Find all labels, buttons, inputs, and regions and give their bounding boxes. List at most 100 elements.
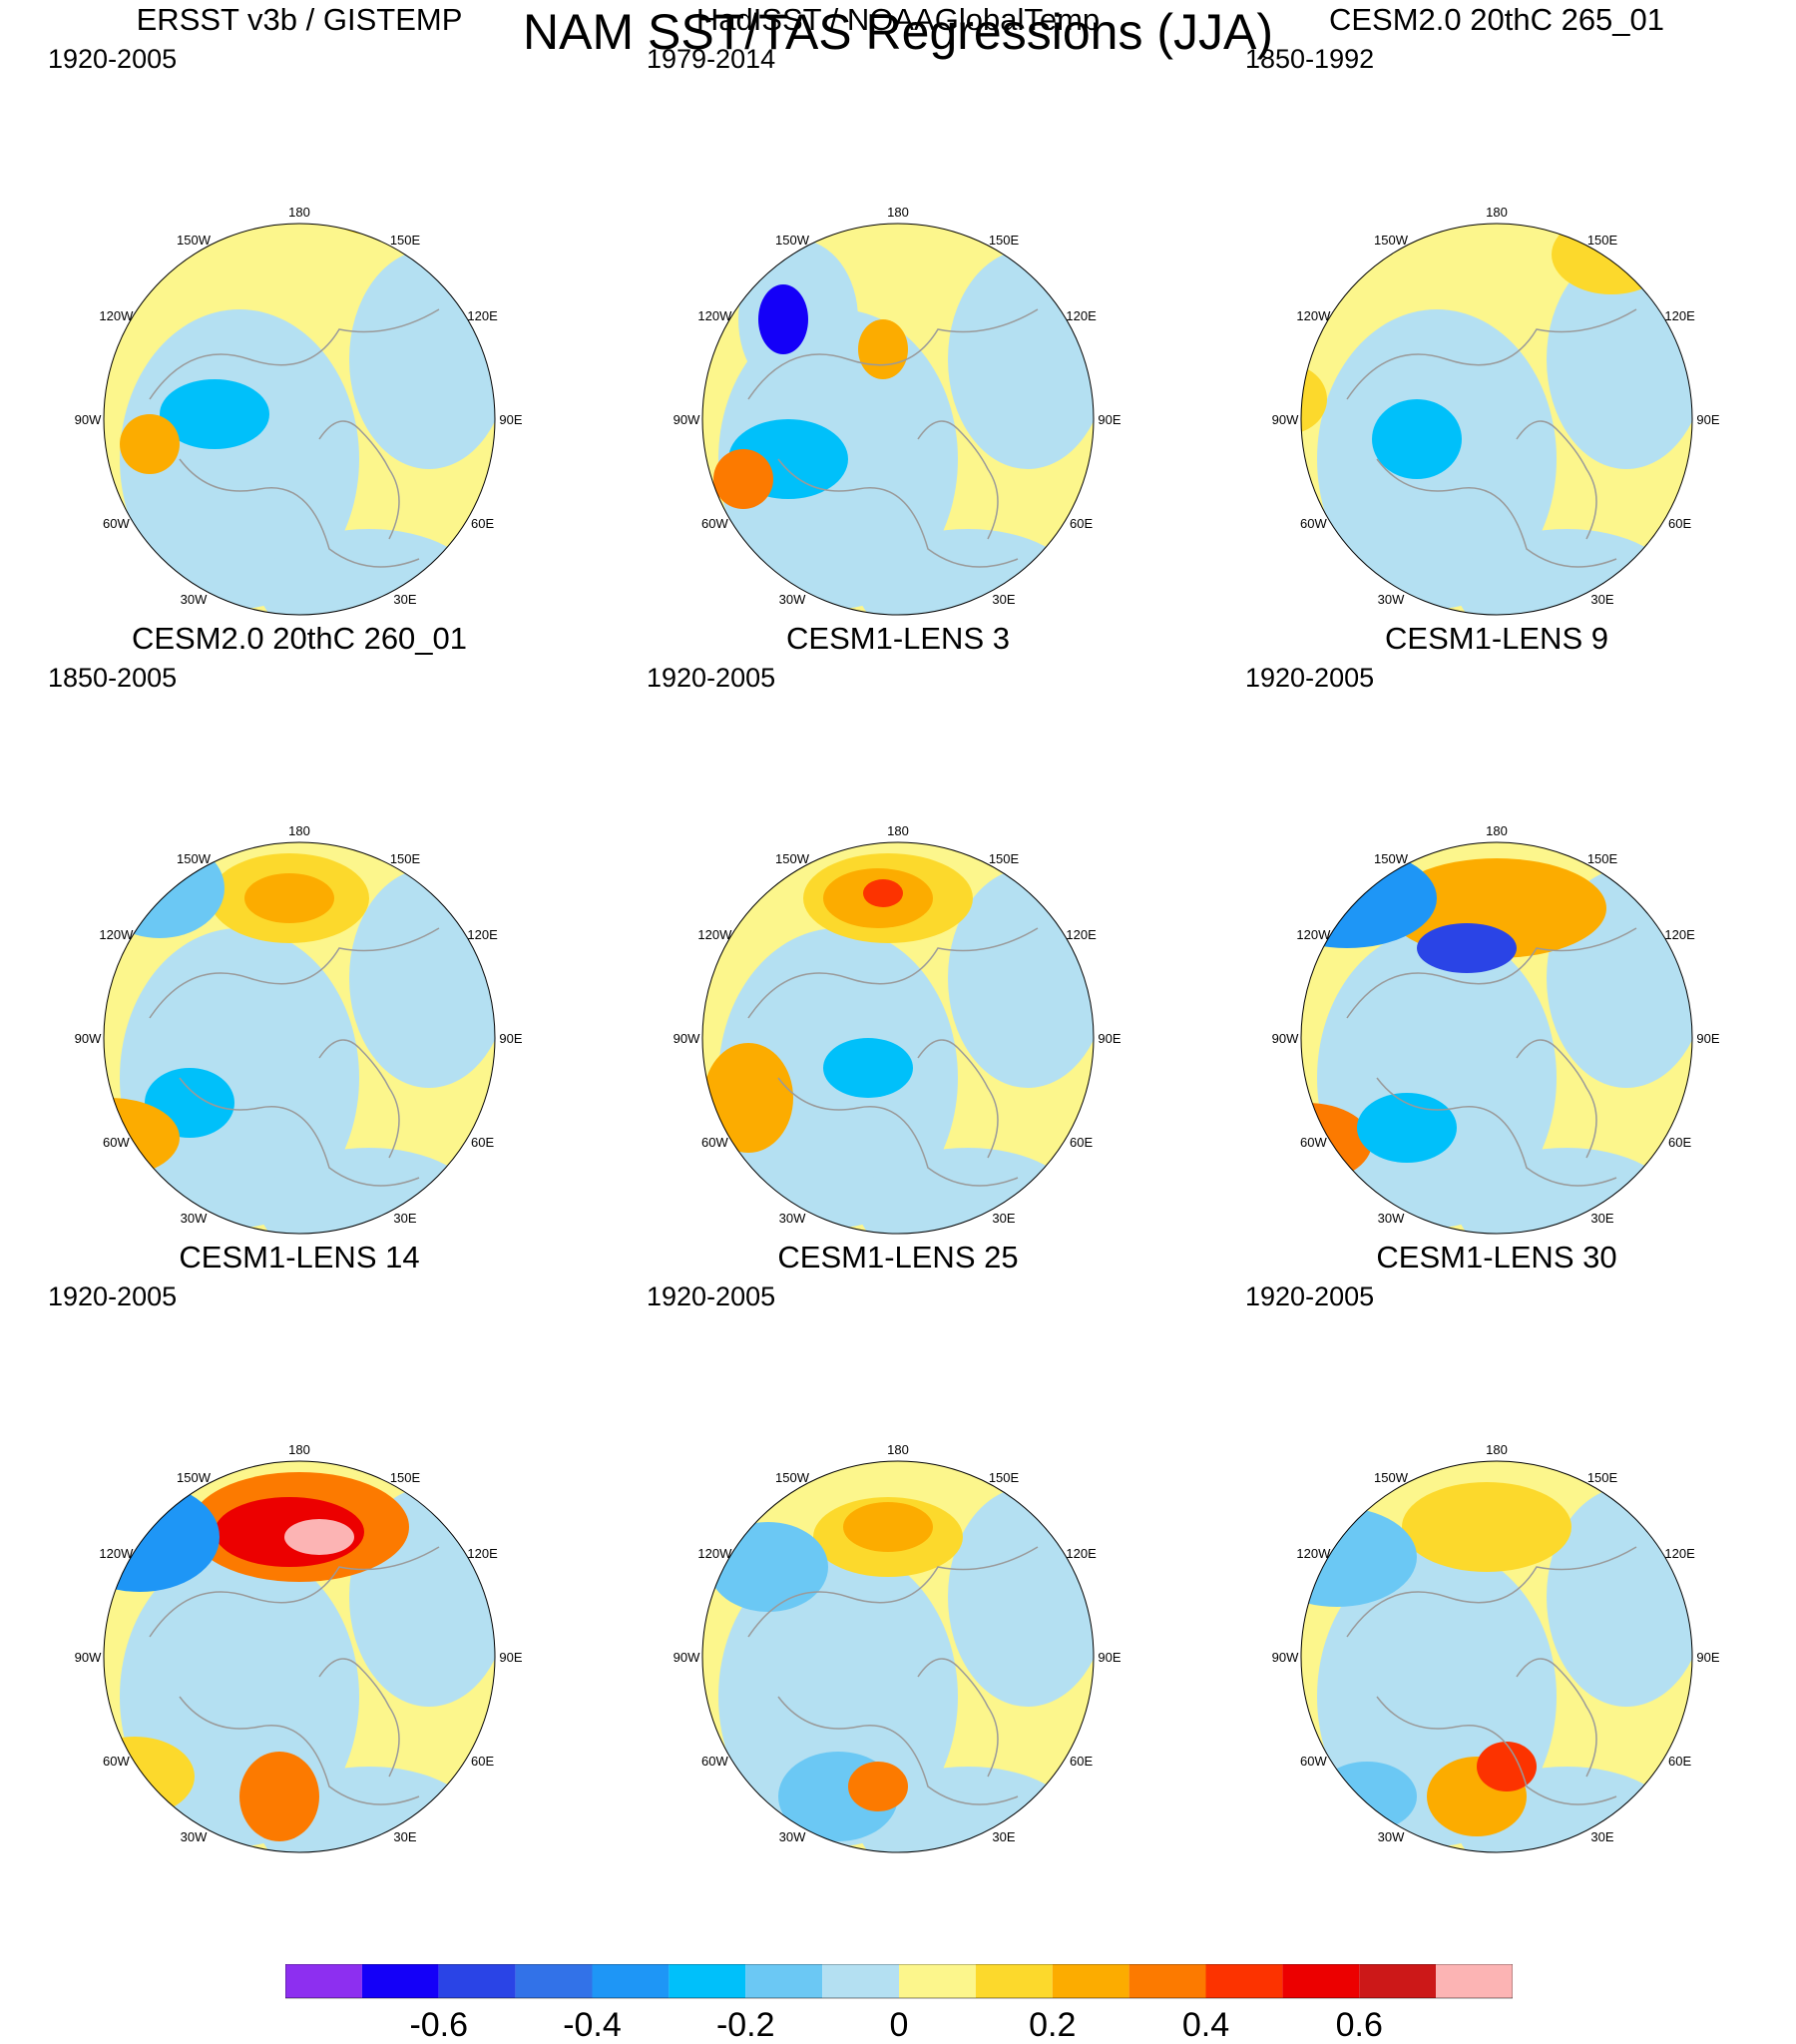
cool-region (1547, 1487, 1692, 1707)
map-boundary (1300, 1460, 1693, 1853)
longitude-label: 60W (103, 1754, 130, 1769)
longitude-label: 60W (1300, 516, 1327, 531)
colorbar-tick-label: 0 (890, 2006, 909, 2044)
cool-region (1457, 1148, 1676, 1234)
longitude-label: 150E (390, 233, 421, 248)
longitude-label: 120E (1664, 1546, 1695, 1561)
map-panel-1: ERSST v3b / GISTEMP 1920-2005 180 150E 120… (0, 0, 599, 619)
colorbar-swatch (975, 1964, 1053, 1998)
panel-title: CESM1-LENS 9 (1385, 621, 1608, 656)
anomaly-region (1301, 1507, 1417, 1607)
colorbar-tick-label: -0.6 (409, 2006, 468, 2044)
longitude-label: 90W (674, 412, 700, 427)
longitude-label: 30E (1590, 1829, 1613, 1844)
map-boundary (1300, 841, 1693, 1235)
map-panel-9: CESM1-LENS 30 1920-2005 180 150E 120E 90E 60… (1197, 1238, 1796, 1856)
colorbar-tick-label: 0.6 (1336, 2006, 1383, 2044)
longitude-label: 30E (1590, 592, 1613, 607)
colorbar-swatch (1359, 1964, 1437, 1998)
longitude-label: 180 (887, 823, 909, 838)
map-panel-8: CESM1-LENS 25 1920-2005 180 150E 120E 90E 60… (599, 1238, 1197, 1856)
longitude-label: 150E (989, 851, 1020, 866)
anomaly-region (104, 1737, 195, 1816)
longitude-label: 150W (775, 1470, 810, 1485)
longitude-label: 150E (1587, 233, 1618, 248)
longitude-label: 90W (75, 412, 102, 427)
longitude-label: 150W (177, 233, 212, 248)
panel-title: CESM2.0 20thC 265_01 (1328, 2, 1665, 37)
longitude-label: 60W (701, 1135, 728, 1150)
cool-region (858, 529, 1078, 615)
polar-map: 180150E120E90E60E30E030W60W90W120W150W (75, 85, 523, 616)
colorbar-swatch (1128, 1964, 1206, 1998)
longitude-label: 30W (181, 592, 208, 607)
longitude-label: 30W (1378, 1829, 1405, 1844)
panel-period: 1850-1992 (1245, 44, 1375, 74)
longitude-label: 120E (1066, 927, 1097, 942)
coastline (149, 927, 440, 1187)
coastline (747, 927, 1039, 1187)
longitude-label: 60E (1668, 516, 1691, 531)
colorbar-tick-label: -0.2 (716, 2006, 775, 2044)
map-boundary (103, 223, 496, 616)
polar-map: 180150E120E90E60E30E030W60W90W120W150W (75, 823, 523, 1235)
coastline (149, 1546, 440, 1805)
colorbar-swatch (361, 1964, 439, 1998)
polar-map: 180150E120E90E60E30E030W60W90W120W150W (674, 1442, 1122, 1853)
coastline (1346, 927, 1637, 1187)
longitude-label: 120W (697, 308, 732, 323)
coastline (747, 1546, 1039, 1805)
longitude-label: 120E (1066, 1546, 1097, 1561)
longitude-label: 90W (674, 1031, 700, 1046)
longitude-label: 90E (1098, 412, 1121, 427)
longitude-label: 180 (288, 205, 310, 220)
map-boundary (701, 223, 1095, 616)
anomaly-region (229, 85, 309, 195)
longitude-label: 90E (499, 1650, 522, 1665)
cool-region (948, 1487, 1094, 1707)
longitude-label: 30W (779, 1211, 806, 1226)
anomaly-region (1412, 135, 1522, 195)
anomaly-region (1301, 848, 1437, 948)
longitude-label: 150W (775, 851, 810, 866)
longitude-label: 60W (103, 516, 130, 531)
longitude-label: 120E (1664, 927, 1695, 942)
colorbar-swatch (669, 1964, 746, 1998)
panel-title: ERSST v3b / GISTEMP (136, 2, 463, 37)
colorbar-swatch (592, 1964, 670, 1998)
longitude-label: 180 (288, 823, 310, 838)
panel-period: 1920-2005 (1245, 1281, 1375, 1311)
coastline (149, 308, 440, 568)
longitude-label: 60W (701, 516, 728, 531)
cool-region (259, 1148, 479, 1234)
longitude-label: 120W (1296, 927, 1331, 942)
panel-period: 1850-2005 (48, 663, 178, 693)
longitude-label: 30W (1378, 1211, 1405, 1226)
polar-map: 180150E120E90E60E30E030W60W90W120W150W (674, 205, 1122, 616)
anomaly-region (863, 879, 903, 907)
anomaly-region (703, 1043, 793, 1153)
longitude-label: 180 (1486, 823, 1508, 838)
longitude-label: 90E (499, 412, 522, 427)
panel-title: CESM1-LENS 25 (777, 1240, 1019, 1275)
map-boundary (103, 841, 496, 1235)
polar-map: 180150E120E90E60E30E030W60W90W120W150W (75, 1442, 523, 1853)
colorbar-swatch (1436, 1964, 1513, 1998)
longitude-label: 120W (1296, 1546, 1331, 1561)
anomaly-region (1372, 399, 1462, 479)
longitude-label: 150W (177, 851, 212, 866)
colorbar-tick-label: 0.2 (1029, 2006, 1076, 2044)
longitude-label: 150E (390, 851, 421, 866)
longitude-label: 30W (181, 1829, 208, 1844)
longitude-label: 30W (181, 1211, 208, 1226)
longitude-label: 120W (99, 308, 134, 323)
longitude-label: 120E (1664, 308, 1695, 323)
longitude-label: 60E (1668, 1754, 1691, 1769)
longitude-label: 60E (1070, 1754, 1093, 1769)
longitude-label: 60E (1070, 1135, 1093, 1150)
colorbar-swatch (1052, 1964, 1129, 1998)
longitude-label: 60E (1070, 516, 1093, 531)
longitude-label: 150E (989, 1470, 1020, 1485)
map-panel-7: CESM1-LENS 14 1920-2005 180 150E 120E 90E 60… (0, 1238, 599, 1856)
map-boundary (701, 1460, 1095, 1853)
